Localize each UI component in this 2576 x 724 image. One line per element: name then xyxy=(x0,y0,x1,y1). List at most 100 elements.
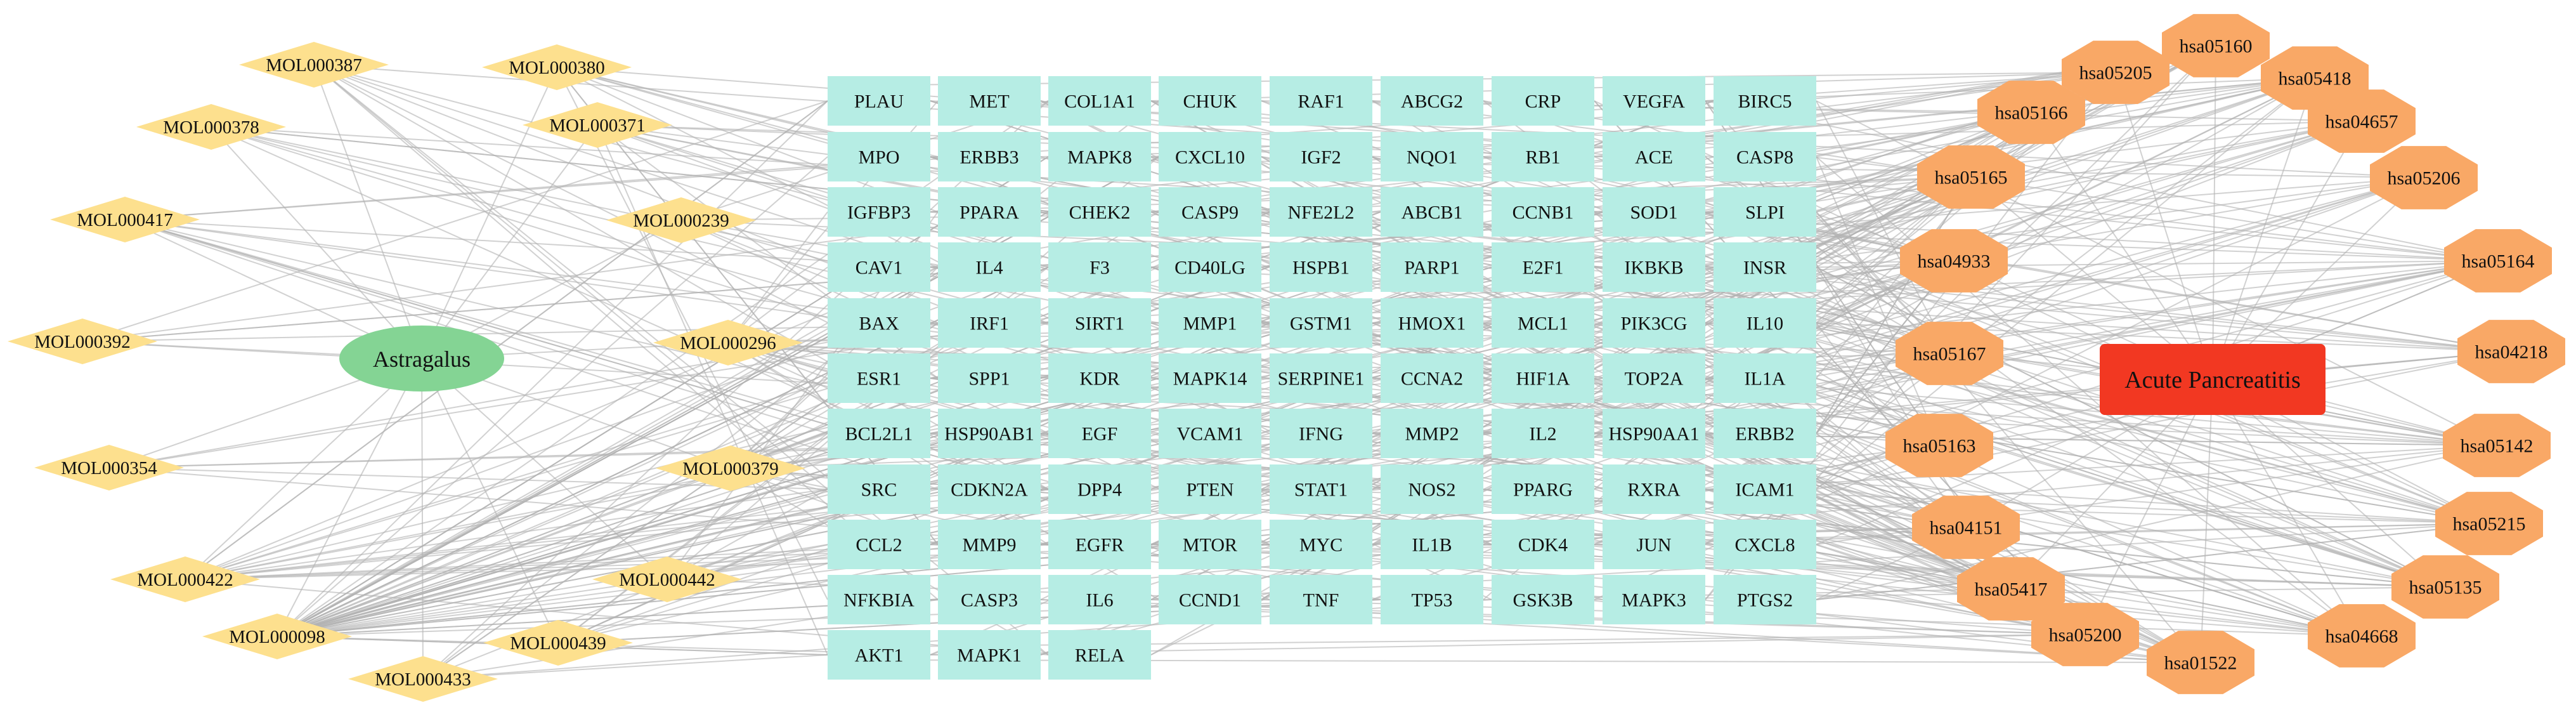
target-label: BAX xyxy=(859,313,899,334)
edge xyxy=(1816,176,1972,434)
target-box xyxy=(1270,242,1372,292)
target-label: HMOX1 xyxy=(1398,313,1466,334)
herb-node: Astragalus xyxy=(339,326,504,392)
target-node: VEGFA xyxy=(1603,76,1705,126)
target-node: BCL2L1 xyxy=(828,409,930,458)
edge xyxy=(597,124,1270,324)
target-box xyxy=(938,409,1041,458)
target-label: NFE2L2 xyxy=(1288,202,1355,223)
pathway-octagon xyxy=(1912,496,2020,559)
target-label: SLPI xyxy=(1745,202,1785,223)
target-box xyxy=(1048,242,1151,292)
compound-diamond xyxy=(483,620,633,666)
compound-diamond xyxy=(656,445,805,491)
edge xyxy=(1816,211,2201,663)
target-box xyxy=(1048,464,1151,514)
compound-node: MOL000239 xyxy=(606,197,756,243)
target-box xyxy=(828,464,930,514)
pathway-node: hsa05215 xyxy=(2435,492,2543,555)
compound-label: MOL000296 xyxy=(680,333,776,353)
pathway-label: hsa04668 xyxy=(2326,626,2398,647)
target-node: MAPK8 xyxy=(1048,132,1151,181)
edge xyxy=(276,100,828,637)
target-box xyxy=(1270,409,1372,458)
target-node: PPARA xyxy=(938,187,1041,237)
target-node: VCAM1 xyxy=(1159,409,1261,458)
target-label: ABCB1 xyxy=(1402,202,1463,223)
target-node: MPO xyxy=(828,132,930,181)
target-label: MAPK1 xyxy=(957,645,1022,666)
pathway-octagon xyxy=(1977,81,2085,144)
pathway-node: hsa04218 xyxy=(2457,320,2565,383)
target-box xyxy=(1048,187,1151,237)
target-box xyxy=(1492,409,1594,458)
pathway-node: hsa05135 xyxy=(2391,555,2499,619)
target-box xyxy=(828,409,930,458)
target-label: CAV1 xyxy=(855,258,902,279)
pathway-octagon xyxy=(1957,557,2065,621)
target-box xyxy=(938,298,1041,348)
edge xyxy=(1816,523,2490,600)
pathway-octagon xyxy=(2062,41,2169,104)
target-node: CCL2 xyxy=(828,520,930,569)
pathway-node: hsa04933 xyxy=(1900,229,2008,293)
pathway-octagon xyxy=(2435,492,2543,555)
target-node: RXRA xyxy=(1603,464,1705,514)
target-label: SERPINE1 xyxy=(1278,369,1365,390)
target-box xyxy=(1381,409,1483,458)
compound-node: MOL000417 xyxy=(50,197,200,242)
target-node: MAPK3 xyxy=(1603,575,1705,624)
compound-diamond xyxy=(592,556,742,602)
target-label: CDK4 xyxy=(1518,535,1568,556)
target-node: CASP3 xyxy=(938,575,1041,624)
target-label: E2F1 xyxy=(1522,258,1563,279)
target-label: RB1 xyxy=(1525,147,1560,168)
pathway-label: hsa05164 xyxy=(2462,251,2535,272)
target-node: CASP8 xyxy=(1714,132,1816,181)
pathway-node: hsa05206 xyxy=(2370,146,2478,209)
edge xyxy=(1150,260,2499,324)
target-node: NFE2L2 xyxy=(1270,187,1372,237)
target-node: IL6 xyxy=(1048,575,1151,624)
target-node: HMOX1 xyxy=(1381,298,1483,348)
target-label: CHUK xyxy=(1183,91,1237,112)
compound-label: MOL000239 xyxy=(633,211,729,231)
compound-label: MOL000417 xyxy=(77,210,172,230)
target-node: RELA xyxy=(1048,630,1151,680)
pathway-node: hsa05164 xyxy=(2444,229,2552,293)
target-node: MCL1 xyxy=(1492,298,1594,348)
target-node: CD40LG xyxy=(1159,242,1261,292)
target-node: PLAU xyxy=(828,76,930,126)
target-box xyxy=(828,76,930,126)
target-box xyxy=(1714,132,1816,181)
target-label: ACE xyxy=(1635,147,1673,168)
target-box xyxy=(938,464,1041,514)
compound-node: MOL000387 xyxy=(239,42,389,88)
edge xyxy=(185,489,828,580)
target-label: CXCL10 xyxy=(1175,147,1245,168)
pathway-node: hsa05417 xyxy=(1957,557,2065,621)
target-label: AKT1 xyxy=(855,645,904,666)
target-node: NFKBIA xyxy=(828,575,930,624)
target-label: IGFBP3 xyxy=(847,202,911,223)
edge xyxy=(421,358,424,680)
target-box xyxy=(1270,575,1372,624)
target-box xyxy=(1048,575,1151,624)
target-label: MAPK8 xyxy=(1067,147,1132,168)
target-box xyxy=(1381,464,1483,514)
target-box xyxy=(1159,520,1261,569)
target-label: PPARA xyxy=(959,202,1019,223)
pathway-label: hsa05163 xyxy=(1903,436,1976,457)
edge xyxy=(2212,77,2315,380)
edge xyxy=(2085,379,2213,635)
target-label: SIRT1 xyxy=(1075,313,1124,334)
target-box xyxy=(1714,464,1816,514)
target-label: HSP90AB1 xyxy=(944,424,1034,445)
target-label: MTOR xyxy=(1183,535,1237,556)
target-node: DPP4 xyxy=(1048,464,1151,514)
edge xyxy=(727,211,828,343)
target-node: MMP1 xyxy=(1159,298,1261,348)
compound-diamond xyxy=(606,197,756,243)
compound-diamond xyxy=(34,445,184,490)
target-label: RAF1 xyxy=(1298,91,1344,112)
